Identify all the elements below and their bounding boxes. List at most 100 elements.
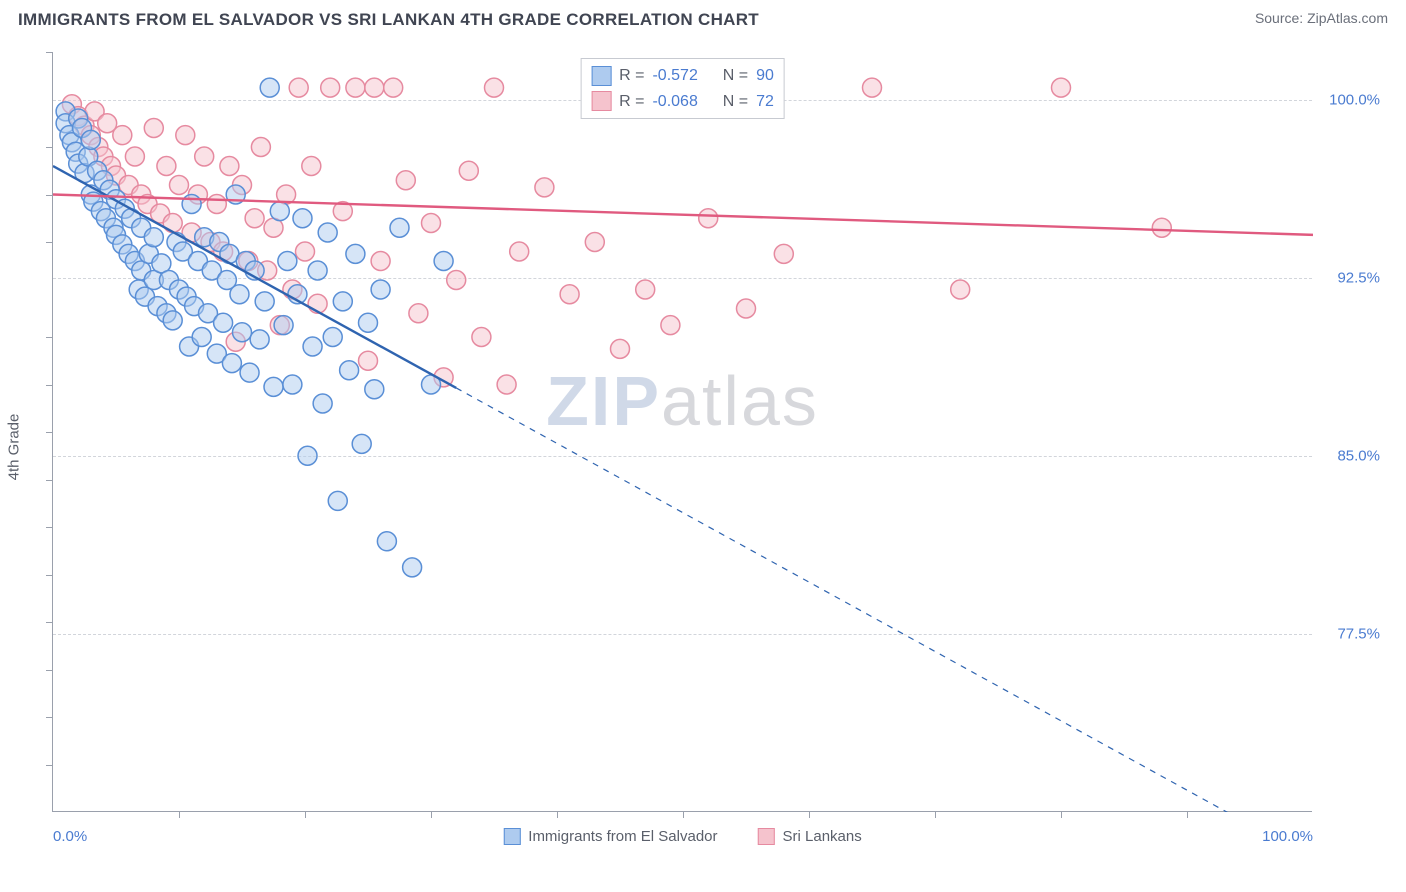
y-tick (46, 432, 53, 433)
scatter-point (220, 157, 239, 176)
scatter-point (951, 280, 970, 299)
scatter-point (270, 202, 289, 221)
scatter-point (863, 78, 882, 97)
chart-container: 4th Grade R = -0.572 N = 90 R = -0.068 N… (52, 52, 1382, 842)
legend-label-series2: Sri Lankans (783, 828, 862, 845)
y-tick (46, 147, 53, 148)
scatter-point (192, 328, 211, 347)
scatter-point (298, 446, 317, 465)
scatter-point (318, 223, 337, 242)
scatter-point (289, 78, 308, 97)
scatter-point (447, 271, 466, 290)
scatter-point (396, 171, 415, 190)
scatter-point (434, 252, 453, 271)
x-tick (935, 811, 936, 818)
scatter-point (296, 242, 315, 261)
scatter-plot (53, 52, 1313, 812)
scatter-point (274, 316, 293, 335)
scatter-point (313, 394, 332, 413)
scatter-point (251, 138, 270, 157)
r-label: R = (619, 89, 644, 115)
scatter-point (125, 147, 144, 166)
scatter-point (359, 313, 378, 332)
n-value-series2: 72 (756, 89, 774, 115)
scatter-point (264, 377, 283, 396)
scatter-point (1152, 218, 1171, 237)
scatter-point (195, 147, 214, 166)
x-tick (431, 811, 432, 818)
scatter-point (346, 78, 365, 97)
source-name: ZipAtlas.com (1307, 10, 1388, 26)
scatter-point (636, 280, 655, 299)
legend-swatch-series1-bottom (503, 828, 520, 845)
legend-row-series2: R = -0.068 N = 72 (591, 89, 774, 115)
scatter-point (283, 375, 302, 394)
scatter-point (774, 244, 793, 263)
legend-swatch-series2-bottom (758, 828, 775, 845)
r-label: R = (619, 63, 644, 89)
scatter-point (323, 328, 342, 347)
scatter-point (497, 375, 516, 394)
scatter-point (321, 78, 340, 97)
y-tick (46, 52, 53, 53)
legend-row-series1: R = -0.572 N = 90 (591, 63, 774, 89)
series-legend: Immigrants from El Salvador Sri Lankans (503, 828, 861, 845)
x-tick (557, 811, 558, 818)
r-value-series2: -0.068 (652, 89, 697, 115)
scatter-point (384, 78, 403, 97)
scatter-point (403, 558, 422, 577)
scatter-point (365, 380, 384, 399)
scatter-point (371, 280, 390, 299)
legend-swatch-series2 (591, 91, 611, 111)
x-min-label: 0.0% (53, 828, 87, 845)
scatter-point (510, 242, 529, 261)
legend-item-series1: Immigrants from El Salvador (503, 828, 717, 845)
trend-line-solid (53, 166, 456, 388)
y-axis-label: 4th Grade (6, 414, 23, 481)
scatter-point (113, 126, 132, 145)
legend-item-series2: Sri Lankans (758, 828, 862, 845)
x-tick (305, 811, 306, 818)
x-tick (1187, 811, 1188, 818)
scatter-point (535, 178, 554, 197)
y-tick-label: 100.0% (1320, 91, 1380, 108)
scatter-point (352, 434, 371, 453)
y-tick (46, 670, 53, 671)
scatter-point (365, 78, 384, 97)
y-tick (46, 527, 53, 528)
scatter-point (485, 78, 504, 97)
scatter-point (328, 491, 347, 510)
scatter-point (260, 78, 279, 97)
scatter-point (245, 209, 264, 228)
scatter-point (346, 244, 365, 263)
x-max-label: 100.0% (1262, 828, 1313, 845)
y-tick-label: 77.5% (1320, 625, 1380, 642)
header: IMMIGRANTS FROM EL SALVADOR VS SRI LANKA… (0, 0, 1406, 34)
y-tick-label: 92.5% (1320, 269, 1380, 286)
scatter-point (333, 292, 352, 311)
scatter-point (699, 209, 718, 228)
scatter-point (340, 361, 359, 380)
y-tick (46, 575, 53, 576)
n-label: N = (723, 63, 748, 89)
trend-line-solid (53, 195, 1313, 235)
correlation-legend: R = -0.572 N = 90 R = -0.068 N = 72 (580, 58, 785, 119)
plot-area: R = -0.572 N = 90 R = -0.068 N = 72 ZIPa… (52, 52, 1312, 812)
scatter-point (214, 313, 233, 332)
scatter-point (182, 195, 201, 214)
source-attribution: Source: ZipAtlas.com (1255, 10, 1388, 26)
scatter-point (240, 363, 259, 382)
scatter-point (371, 252, 390, 271)
scatter-point (611, 339, 630, 358)
scatter-point (255, 292, 274, 311)
scatter-point (81, 130, 100, 149)
scatter-point (1052, 78, 1071, 97)
scatter-point (170, 176, 189, 195)
scatter-point (472, 328, 491, 347)
x-tick (1061, 811, 1062, 818)
scatter-point (163, 214, 182, 233)
scatter-point (278, 252, 297, 271)
scatter-point (585, 233, 604, 252)
y-tick (46, 765, 53, 766)
scatter-point (422, 214, 441, 233)
